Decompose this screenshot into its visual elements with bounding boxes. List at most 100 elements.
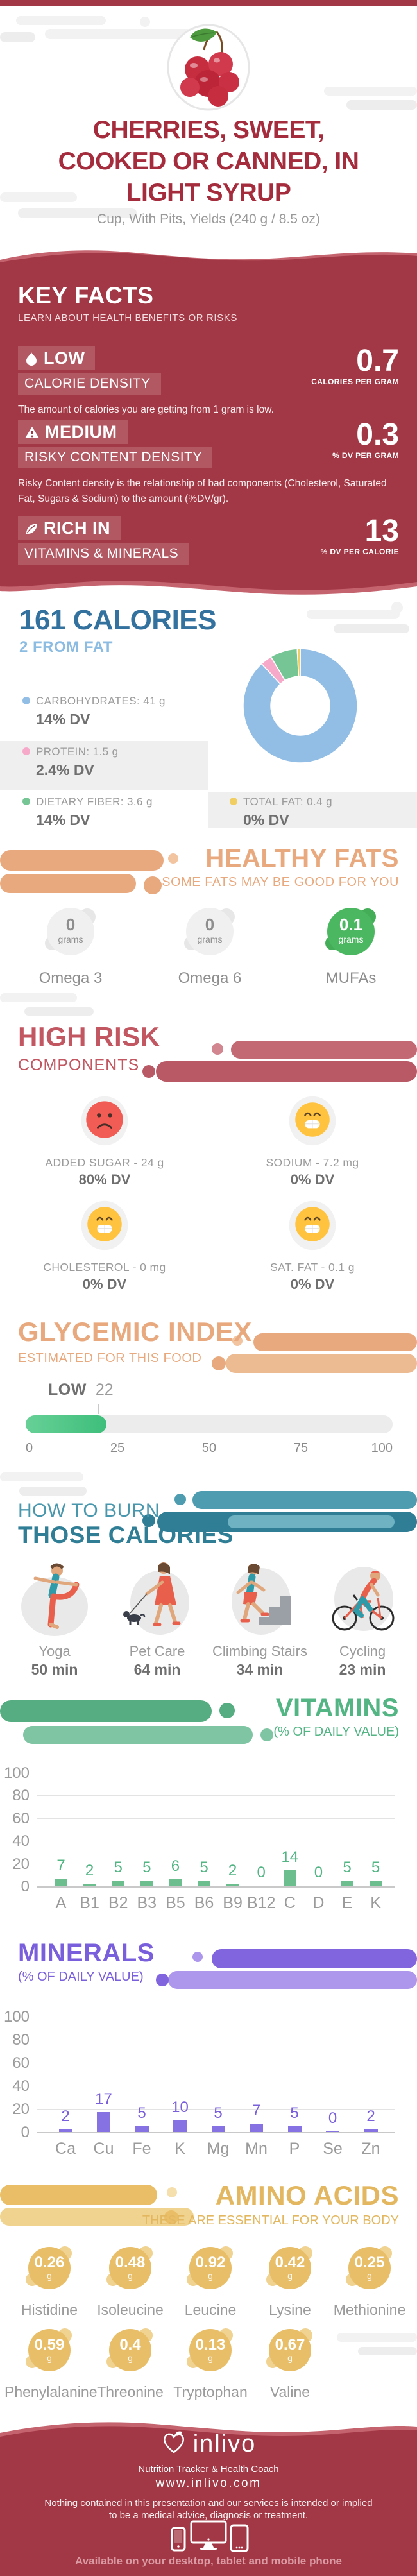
gridline: [37, 2109, 395, 2110]
legend-label: CARBOHYDRATES: 41 g: [22, 695, 221, 708]
decor-cloud: [45, 29, 196, 39]
amino-acid-item: 0.59 g Phenylalanine: [4, 2324, 98, 2401]
leaf-icon: [26, 524, 37, 534]
decor-blob-orange: [0, 850, 164, 871]
svg-text:g: g: [128, 2271, 133, 2281]
happy-face-icon: [289, 1096, 336, 1146]
calories-title: 161 CALORIES: [19, 604, 216, 636]
y-axis-tick: 40: [12, 2077, 30, 2095]
legend-dv-value: 0% DV: [243, 812, 289, 828]
bar-value: 5: [137, 2104, 146, 2122]
y-axis-tick: 20: [12, 1855, 30, 1873]
amino-acid-label: Phenylalanine: [4, 2384, 98, 2400]
burn-activity: Climbing Stairs 34 min: [208, 1553, 311, 1678]
legend-dv-value: 14% DV: [36, 812, 90, 828]
key-fact-badge: RICH IN: [18, 516, 121, 540]
gauge-scale-number: 0: [26, 1441, 33, 1455]
svg-text:0.42: 0.42: [275, 2254, 305, 2271]
svg-text:0.25: 0.25: [355, 2254, 385, 2271]
happy-face-icon: [289, 1200, 336, 1250]
activity-duration: 50 min: [31, 1661, 78, 1678]
amino-acid-item: 0.4 g Threonine: [85, 2324, 175, 2401]
burn-activity: Pet Care 64 min: [106, 1553, 208, 1678]
high-risk-title: HIGH RISK: [18, 1021, 160, 1052]
key-fact-level: LOW: [44, 348, 85, 368]
happy-face-icon: [81, 1200, 128, 1250]
svg-text:0.13: 0.13: [196, 2336, 226, 2353]
bar-value: 2: [61, 2108, 70, 2126]
wave-divider: [0, 576, 417, 595]
bar-category: B9: [223, 1894, 243, 1912]
disclaimer-text: Nothing contained in this presentation a…: [44, 2498, 373, 2521]
decor-blob-orange: [253, 1333, 417, 1351]
legend-label: DIETARY FIBER: 3.6 g: [22, 796, 221, 808]
key-fact-description: The amount of calories you are getting f…: [18, 404, 274, 415]
website-link[interactable]: www.inlivo.com: [0, 2477, 417, 2493]
amino-acid-item: 0.25 g Methionine: [325, 2242, 414, 2319]
key-facts-subheading: LEARN ABOUT HEALTH BENEFITS OR RISKS: [18, 312, 237, 323]
glycemic-index-reading: LOW 22: [48, 1381, 114, 1399]
decor-cloud: [0, 192, 77, 202]
glycemic-marker-tick: [98, 1404, 99, 1414]
decor-blob-teal: [228, 1515, 395, 1528]
bar-value: 5: [114, 1859, 123, 1877]
healthy-fat-label: Omega 3: [38, 969, 103, 987]
glycemic-index-subtitle: ESTIMATED FOR THIS FOOD: [18, 1351, 202, 1365]
y-axis-tick: 20: [12, 2101, 30, 2118]
calories-from-fat: 2 FROM FAT: [19, 638, 113, 656]
burn-activity: Yoga 50 min: [3, 1553, 106, 1678]
brand-tagline: Nutrition Tracker & Health Coach: [138, 2464, 279, 2475]
amino-acid-item: 0.48 g Isoleucine: [85, 2242, 175, 2319]
svg-text:0.4: 0.4: [119, 2336, 141, 2353]
decor-cloud: [16, 16, 106, 25]
key-fact-number: 0.3: [356, 418, 399, 452]
activity-duration: 34 min: [236, 1661, 284, 1678]
svg-text:g: g: [208, 2353, 213, 2363]
legend-item: TOTAL FAT: 0.4 g 0% DV: [230, 796, 417, 829]
decor-blob-orange: [144, 876, 162, 894]
bar: [364, 2129, 378, 2132]
decor-cloud: [24, 1007, 94, 1016]
bar: [312, 1885, 325, 1886]
yoga-icon: [21, 1563, 88, 1636]
svg-text:0.26: 0.26: [35, 2254, 65, 2271]
svg-text:g: g: [47, 2353, 52, 2363]
bar-category: B1: [80, 1894, 99, 1912]
legend-dot: [22, 697, 30, 704]
bar-value: 17: [95, 2090, 112, 2108]
y-axis-tick: 80: [12, 1787, 30, 1805]
bar-value: 5: [343, 1859, 352, 1877]
bar: [341, 1881, 353, 1886]
key-fact-label: CALORIE DENSITY: [18, 373, 161, 395]
svg-text:g: g: [208, 2271, 213, 2281]
legend-item: CARBOHYDRATES: 41 g 14% DV: [22, 695, 221, 728]
decor-cloud: [346, 100, 417, 110]
bar-category: B3: [137, 1894, 157, 1912]
risk-dv-value: 0% DV: [290, 1172, 335, 1188]
bar-value: 10: [171, 2099, 189, 2116]
gauge-scale-number: 100: [371, 1441, 393, 1455]
risk-label: SODIUM - 7.2 mg: [266, 1156, 359, 1169]
y-axis-tick: 80: [12, 2031, 30, 2049]
y-axis-tick: 40: [12, 1832, 30, 1850]
amino-acid-label: Lysine: [269, 2301, 311, 2318]
risk-label: SAT. FAT - 0.1 g: [270, 1261, 355, 1274]
decor-blob-green: [260, 1728, 273, 1741]
svg-text:0: 0: [205, 915, 214, 934]
legend-item: DIETARY FIBER: 3.6 g 14% DV: [22, 796, 221, 829]
svg-text:0.67: 0.67: [275, 2336, 305, 2353]
decor-cloud: [140, 17, 150, 27]
bar-category: Mg: [207, 2140, 230, 2158]
decor-blob-teal: [142, 1514, 155, 1527]
svg-text:0: 0: [66, 915, 75, 934]
gauge-scale-number: 75: [293, 1441, 309, 1455]
risk-item: SAT. FAT - 0.1 g 0% DV: [216, 1197, 409, 1293]
key-facts-heading: KEY FACTS: [18, 282, 154, 309]
svg-text:g: g: [287, 2271, 293, 2281]
risk-dv-value: 80% DV: [78, 1172, 131, 1188]
burn-activity: Cycling 23 min: [311, 1553, 414, 1678]
donut-slice-carbohydrates: [243, 648, 358, 763]
decor-cloud: [0, 1472, 83, 1481]
bar: [250, 2124, 263, 2132]
decor-cloud: [18, 208, 137, 218]
